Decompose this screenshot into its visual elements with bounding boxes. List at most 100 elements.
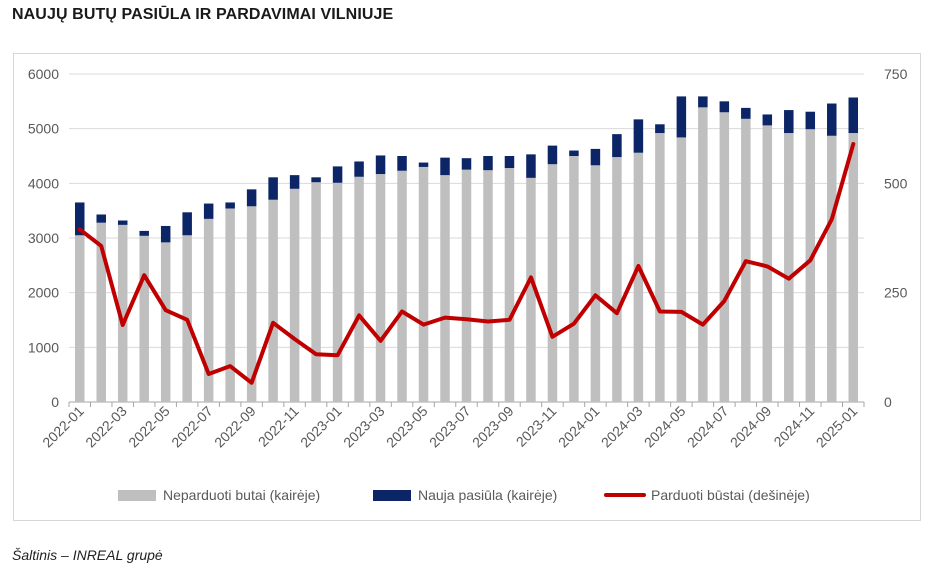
bar-new-supply <box>182 212 192 236</box>
y-axis-right: 0 250 500 750 <box>884 66 908 410</box>
bar-new-supply <box>225 202 235 209</box>
bar-new-supply <box>805 111 816 130</box>
bar-unsold <box>698 107 708 402</box>
bar-new-supply <box>332 166 343 183</box>
bar-unsold <box>547 164 558 402</box>
bar-new-supply <box>246 189 257 207</box>
bar-unsold <box>375 174 386 402</box>
bar-new-supply <box>547 145 558 165</box>
y-right-tick-label: 250 <box>884 285 908 301</box>
sold-line-path <box>77 142 856 385</box>
bar-unsold <box>612 157 622 402</box>
bar-unsold <box>827 135 837 403</box>
x-tick-label: 2022-07 <box>168 403 216 451</box>
bar-new-supply <box>526 154 536 178</box>
bar-new-supply <box>160 225 171 243</box>
bar-unsold <box>655 133 665 403</box>
sold-line <box>77 142 856 385</box>
bar-unsold <box>676 137 687 402</box>
bar-unsold <box>354 176 364 402</box>
bar-unsold <box>397 170 407 402</box>
bar-new-supply <box>354 161 364 177</box>
x-tick-label: 2022-05 <box>125 403 173 451</box>
bar-unsold <box>461 169 472 402</box>
bar-new-supply <box>289 175 300 189</box>
bar-new-supply <box>741 107 751 119</box>
bar-new-supply <box>827 103 837 136</box>
bar-new-supply <box>762 114 773 126</box>
bar-new-supply <box>633 119 644 153</box>
bar-unsold <box>526 177 536 402</box>
y-left-tick-label: 3000 <box>28 230 59 246</box>
y-left-tick-label: 0 <box>51 394 59 410</box>
bar-unsold <box>762 125 773 403</box>
y-right-tick-label: 0 <box>884 394 892 410</box>
y-left-tick-label: 4000 <box>28 175 59 191</box>
x-tick-label: 2022-11 <box>255 403 302 450</box>
y-axis-left: 0 1000 2000 3000 4000 5000 6000 <box>28 66 59 410</box>
x-tick-label: 2024-07 <box>684 403 732 451</box>
bar-new-supply <box>504 156 515 169</box>
x-tick-label: 2025-01 <box>813 403 861 451</box>
bar-new-supply <box>698 96 708 108</box>
x-tick-label: 2023-03 <box>340 403 388 451</box>
x-tick-label: 2022-01 <box>39 403 87 451</box>
bar-new-supply <box>483 156 493 171</box>
x-tick-label: 2022-09 <box>211 403 259 451</box>
legend-label: Neparduoti butai (kairėje) <box>163 487 320 503</box>
chart-title: NAUJŲ BUTŲ PASIŪLA IR PARDAVIMAI VILNIUJ… <box>12 6 394 23</box>
y-left-tick-label: 1000 <box>28 339 59 355</box>
bar-new-supply <box>440 157 450 176</box>
bars <box>74 96 859 403</box>
bar-unsold <box>203 218 214 402</box>
bar-new-supply <box>569 150 579 156</box>
bar-unsold <box>96 222 106 402</box>
x-tick-label: 2023-05 <box>383 403 431 451</box>
bar-new-supply <box>96 214 106 223</box>
bar-new-supply <box>311 177 321 183</box>
bar-new-supply <box>203 203 214 219</box>
bar-new-supply <box>139 230 149 236</box>
bar-unsold <box>440 175 450 402</box>
bar-unsold <box>74 235 85 402</box>
bar-unsold <box>848 133 859 403</box>
y-left-tick-label: 5000 <box>28 121 59 137</box>
bar-unsold <box>268 199 278 402</box>
bar-unsold <box>418 166 429 402</box>
bar-unsold <box>139 235 149 402</box>
legend-swatch <box>373 490 411 501</box>
bar-new-supply <box>117 220 128 225</box>
bar-new-supply <box>655 124 665 134</box>
bar-unsold <box>719 112 730 403</box>
bar-unsold <box>311 182 321 402</box>
bar-new-supply <box>784 110 794 134</box>
bar-new-supply <box>74 202 85 236</box>
bar-unsold <box>117 224 128 402</box>
bar-unsold <box>225 208 235 402</box>
bar-new-supply <box>719 101 730 113</box>
bar-new-supply <box>848 97 859 134</box>
bar-unsold <box>569 156 579 402</box>
bar-new-supply <box>590 148 601 166</box>
source-note: Šaltinis – INREAL grupė <box>12 547 163 563</box>
bar-new-supply <box>461 158 472 170</box>
bar-new-supply <box>418 162 429 167</box>
bar-new-supply <box>268 177 278 200</box>
bar-new-supply <box>375 155 386 175</box>
x-tick-label: 2022-03 <box>82 403 130 451</box>
bar-unsold <box>483 170 493 402</box>
y-right-tick-label: 500 <box>884 175 908 191</box>
chart-frame <box>13 53 921 521</box>
x-tick-label: 2024-05 <box>641 403 689 451</box>
x-tick-label: 2024-01 <box>555 403 603 451</box>
bar-new-supply <box>397 156 407 171</box>
bar-unsold <box>784 133 794 403</box>
x-tick-label: 2023-07 <box>426 403 474 451</box>
x-tick-label: 2023-11 <box>513 403 560 450</box>
x-tick-label: 2023-09 <box>469 403 517 451</box>
legend: Neparduoti butai (kairėje) Nauja pasiūla … <box>118 487 810 503</box>
x-axis: 2022-012022-032022-052022-072022-092022-… <box>39 402 865 451</box>
y-left-tick-label: 2000 <box>28 285 59 301</box>
bar-unsold <box>504 168 515 402</box>
